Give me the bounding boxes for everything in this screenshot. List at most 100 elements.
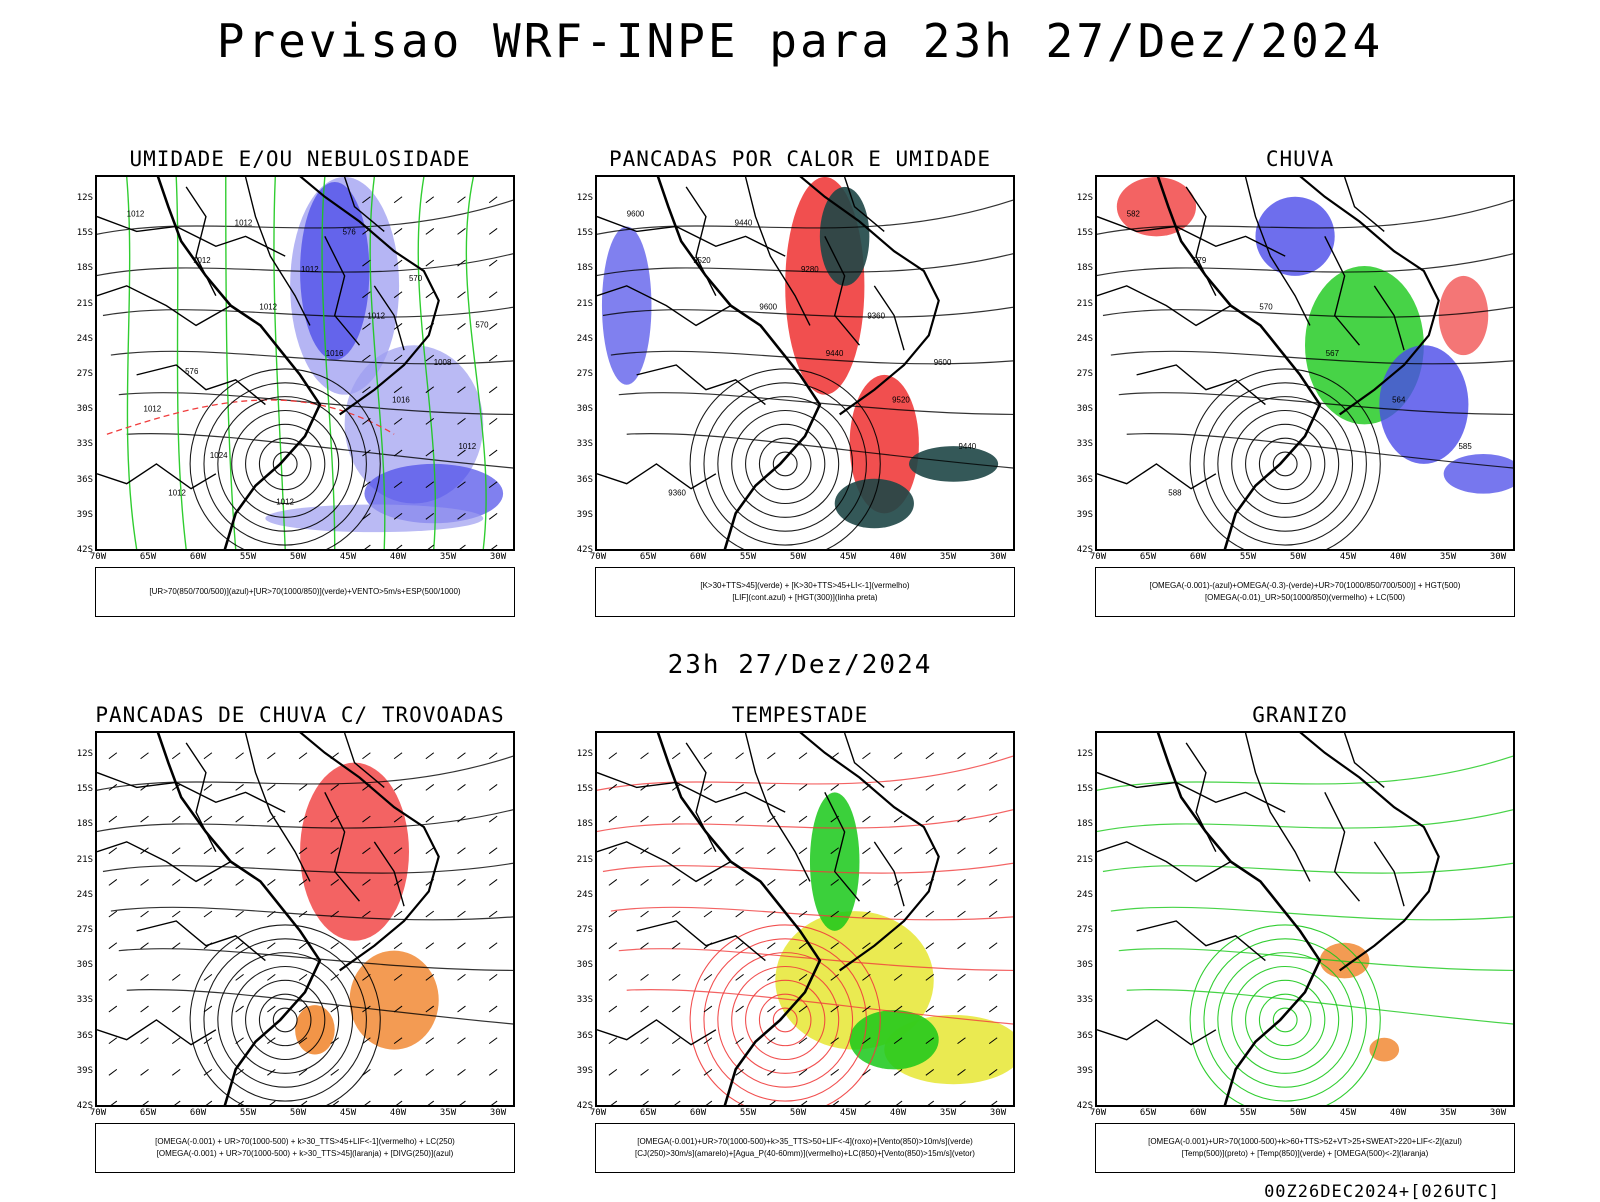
low-pressure-ring — [772, 451, 798, 477]
wind-vector — [459, 1100, 466, 1105]
contour-label: 9600 — [759, 303, 777, 312]
longitude-tick: 60W — [189, 552, 207, 562]
latitude-tick: 27S — [1076, 925, 1093, 935]
wind-vector — [608, 879, 618, 886]
latitude-tick: 15S — [76, 784, 93, 795]
country-border — [343, 733, 385, 788]
wind-vector — [988, 974, 998, 981]
wind-vector — [425, 784, 435, 791]
latitude-tick: 24S — [1076, 889, 1093, 900]
panel-umidade: UMIDADE E/OU NEBULOSIDADE 1012 1012 1012 10… — [60, 147, 540, 637]
wind-vector — [640, 942, 649, 950]
latitude-tick: 33S — [576, 439, 593, 450]
wind-vector — [925, 910, 935, 918]
wind-vector — [235, 815, 244, 823]
longitude-tick: 50W — [1289, 1108, 1307, 1118]
contour-label: 9440 — [826, 349, 844, 358]
coastline — [299, 733, 440, 972]
contour-label: 570 — [1259, 303, 1273, 312]
wind-vector — [393, 1005, 403, 1013]
isoline — [1126, 433, 1513, 469]
wind-vector — [640, 910, 649, 918]
latitude-tick: 12S — [1076, 193, 1093, 203]
wind-vector — [957, 847, 966, 855]
wind-vector — [393, 512, 403, 520]
isoline — [626, 433, 1013, 469]
contour-label: 9360 — [867, 311, 885, 320]
longitude-tick: 55W — [739, 1108, 757, 1118]
wind-vector — [457, 196, 466, 204]
coastline — [156, 733, 322, 1105]
wind-vector — [203, 879, 213, 886]
wind-vector — [235, 942, 244, 950]
wind-vector — [425, 942, 435, 950]
wind-vector — [703, 1005, 713, 1013]
wind-vector — [893, 974, 903, 981]
wind-vector — [393, 942, 403, 950]
isoline — [97, 199, 513, 235]
longitude-tick: 40W — [389, 552, 407, 562]
low-pressure-ring — [1189, 368, 1381, 549]
wind-vector — [267, 752, 276, 760]
wind-vector — [362, 481, 371, 489]
latitude-tick: 18S — [1076, 263, 1093, 274]
wind-vector — [330, 847, 339, 855]
wind-vector — [457, 752, 466, 760]
country-border — [1097, 841, 1232, 883]
wind-vector — [108, 1005, 118, 1013]
country-border — [1136, 364, 1266, 406]
isoline — [102, 306, 513, 318]
wind-vector — [862, 815, 871, 823]
country-border — [324, 236, 361, 346]
wind-vector — [171, 1037, 181, 1045]
wind-vector — [393, 847, 403, 855]
wind-vector — [267, 910, 276, 918]
country-border — [843, 177, 885, 232]
wind-vector — [298, 910, 308, 918]
legend-line: [OMEGA(-0.001)+UR>70(1000-500)+k>60+TTS>… — [1148, 1137, 1462, 1146]
longitude-tick: 35W — [939, 1108, 957, 1118]
low-pressure-ring — [772, 1007, 798, 1033]
wind-vector — [705, 1100, 713, 1105]
low-pressure-ring — [1272, 1007, 1298, 1033]
wind-vector — [140, 815, 149, 823]
longitude-tick: 65W — [1139, 1108, 1157, 1118]
low-pressure-ring — [1217, 396, 1354, 532]
contour-label: 9360 — [668, 489, 686, 498]
wind-vector — [671, 815, 681, 823]
wind-vector — [203, 847, 213, 855]
latitude-tick: 18S — [76, 819, 93, 830]
wind-vector — [427, 544, 435, 549]
wind-vector — [425, 910, 435, 918]
wind-vector — [671, 847, 681, 855]
contour-label: 1012 — [144, 404, 162, 413]
wind-vector — [362, 323, 371, 330]
wind-vector — [171, 974, 181, 981]
longitude-tick: 30W — [989, 552, 1007, 562]
latitude-tick: 18S — [576, 263, 593, 274]
contour-label: 9600 — [627, 210, 645, 219]
wind-vector — [393, 910, 403, 918]
coastline — [656, 733, 822, 1105]
isoline — [97, 253, 513, 277]
wind-vector — [457, 974, 466, 981]
latitude-tick: 33S — [76, 439, 93, 450]
wind-vector — [330, 1037, 339, 1045]
legend-line: [OMEGA(-0.001)-(azul)+OMEGA(-0.3)-(verde… — [1149, 581, 1461, 590]
latitude-tick: 12S — [1076, 749, 1093, 759]
wind-vector — [459, 544, 466, 549]
wind-vector — [925, 784, 935, 791]
wind-vector — [767, 847, 776, 855]
wind-vector — [267, 847, 276, 855]
wind-vector — [457, 386, 466, 394]
low-pressure-ring — [745, 979, 826, 1061]
wind-vector — [362, 879, 371, 886]
latitude-tick: 33S — [76, 995, 93, 1006]
longitude-tick: 30W — [989, 1108, 1007, 1118]
wind-vector — [830, 1068, 839, 1076]
country-border — [685, 742, 717, 853]
wind-vector — [457, 354, 466, 362]
contour-label: 9520 — [693, 256, 711, 265]
map-tempestade — [595, 731, 1015, 1107]
wind-vector — [893, 1037, 903, 1045]
